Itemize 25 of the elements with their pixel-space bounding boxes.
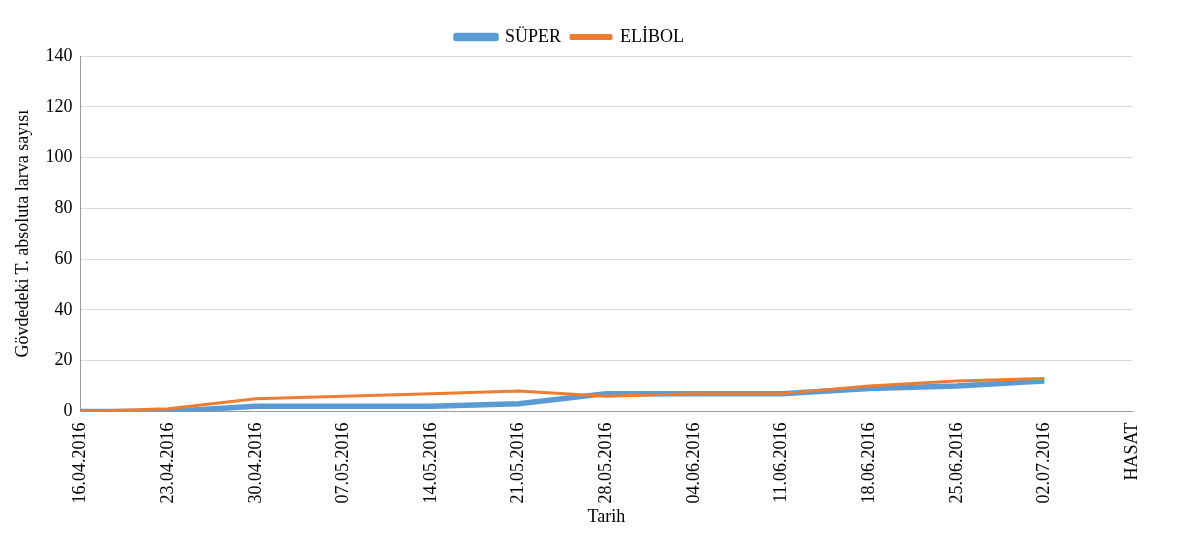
x-tick-label: 02.07.2016: [1033, 422, 1054, 504]
x-tick-label: 21.05.2016: [507, 422, 528, 504]
y-tick-label: 60: [54, 247, 73, 268]
x-tick-label: 16.04.2016: [69, 422, 90, 504]
x-tick-label: 28.05.2016: [595, 422, 616, 504]
x-tick-label: 14.05.2016: [419, 422, 440, 504]
x-tick-label: 07.05.2016: [332, 422, 353, 504]
y-tick-label: 140: [45, 44, 73, 65]
x-tick-label: 23.04.2016: [156, 422, 177, 504]
x-tick-label: 30.04.2016: [244, 422, 265, 504]
y-tick-label: 100: [45, 146, 73, 167]
y-tick-label: 80: [54, 197, 73, 218]
x-tick-label: 25.06.2016: [945, 422, 966, 504]
x-tick-label: 18.06.2016: [857, 422, 878, 504]
y-tick-label: 120: [45, 95, 73, 116]
y-axis-title: Gövdedeki T. absoluta larva sayısı: [11, 109, 32, 358]
x-tick-label: 04.06.2016: [682, 422, 703, 504]
y-tick-label: 20: [54, 349, 73, 370]
legend-label: ELİBOL: [620, 25, 684, 46]
x-tick-label: HASAT: [1120, 422, 1141, 481]
y-tick-label: 0: [63, 400, 73, 421]
x-axis-title: Tarih: [587, 505, 626, 526]
x-tick-label: 11.06.2016: [770, 422, 791, 503]
y-tick-label: 40: [54, 298, 73, 319]
legend-label: SÜPER: [505, 25, 562, 46]
